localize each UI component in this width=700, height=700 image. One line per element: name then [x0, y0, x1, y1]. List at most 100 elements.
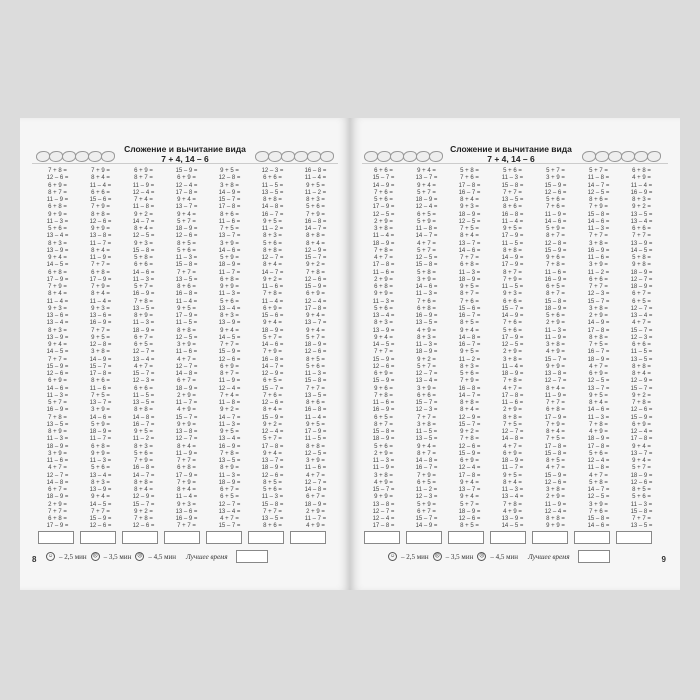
math-problem: 7 + 6 = [503, 320, 522, 327]
math-problem: 5 + 7 = [263, 436, 282, 443]
math-problem: 3 + 8 = [503, 356, 522, 363]
math-problem: 16 – 9 = [89, 320, 112, 327]
math-problem: 11 – 3 = [132, 320, 155, 327]
answer-boxes [38, 531, 326, 544]
math-problem: 6 + 6 = [91, 189, 110, 196]
math-problem: 18 – 9 = [218, 262, 241, 269]
math-problem: 8 + 7 = [546, 233, 565, 240]
math-problem: 14 – 9 = [89, 356, 112, 363]
math-problem: 16 – 9 = [544, 276, 567, 283]
time-entry-box[interactable] [38, 531, 74, 544]
math-problem: 8 + 6 = [220, 211, 239, 218]
time-entry-box[interactable] [80, 531, 116, 544]
math-problem: 2 + 9 = [374, 450, 393, 457]
math-problem: 4 + 7 = [306, 472, 325, 479]
math-problem: 12 – 5 = [304, 450, 327, 457]
page-title: Сложение и вычитание вида 7 + 4, 14 – 6 [124, 144, 246, 164]
math-problem: 14 – 8 = [304, 487, 327, 493]
time-entry-box[interactable] [122, 531, 158, 544]
math-problem: 11 – 6 = [587, 255, 610, 261]
math-problem: 11 – 4 = [46, 298, 69, 305]
math-problem: 8 + 5 = [460, 523, 479, 530]
problem-column: 7 + 9 = 8 + 4 = 11 – 4 = 6 + 6 = 15 – 6 = 7 +… [79, 168, 122, 531]
math-problem: 7 + 7 = [91, 508, 110, 515]
answer-boxes [364, 531, 652, 544]
math-problem: 17 – 8 = [372, 262, 395, 269]
math-problem: 11 – 9 = [544, 392, 567, 399]
math-problem: 12 – 4 = [544, 508, 567, 515]
math-problem: 14 – 6 = [587, 407, 610, 414]
math-problem: 16 – 9 = [46, 407, 69, 414]
math-problem: 7 + 7 = [177, 523, 196, 530]
math-problem: 11 – 9 = [544, 211, 567, 218]
math-problem: 15 – 8 = [261, 501, 284, 508]
best-time-box[interactable] [235, 550, 268, 563]
math-problem: 5 + 6 = [134, 450, 153, 457]
best-time-box[interactable] [577, 550, 610, 563]
math-problem: 13 – 5 = [630, 356, 653, 363]
math-problem: 15 – 7 = [415, 400, 438, 406]
math-problem: 8 + 3 = [632, 197, 651, 203]
math-problem: 11 – 2 = [261, 226, 284, 232]
time-entry-box[interactable] [164, 531, 200, 544]
time-entry-box[interactable] [448, 531, 484, 544]
math-problem: 4 + 7 = [503, 443, 522, 450]
math-problem: 2 + 9 = [546, 320, 565, 327]
neutral-face-icon: ☹ [90, 552, 100, 561]
math-problem: 4 + 9 = [589, 429, 608, 435]
time-entry-box[interactable] [406, 531, 442, 544]
math-problem: 12 – 9 = [132, 494, 155, 501]
math-problem: 12 – 6 = [544, 479, 567, 486]
time-entry-box[interactable] [616, 531, 652, 544]
math-problem: 7 + 8 = [134, 298, 153, 305]
math-problem: 5 + 6 = [48, 226, 67, 232]
math-problem: 12 – 4 = [458, 465, 481, 472]
math-problem: 11 – 5 = [415, 429, 438, 435]
math-problem: 14 – 5 = [89, 501, 112, 508]
math-problem: 12 – 7 = [218, 501, 241, 508]
math-problem: 6 + 5 = [546, 284, 565, 290]
math-problem: 7 + 9 = [177, 479, 196, 486]
math-problem: 9 + 4 = [417, 182, 436, 189]
math-problem: 16 – 8 = [132, 465, 155, 472]
math-problem: 8 + 4 = [306, 240, 325, 247]
time-entry-box[interactable] [364, 531, 400, 544]
math-problem: 9 + 2 = [220, 407, 239, 414]
math-problem: 18 – 9 = [630, 269, 653, 276]
math-problem: 13 – 8 = [175, 429, 198, 435]
time-entry-box[interactable] [490, 531, 526, 544]
math-problem: 5 + 6 = [460, 371, 479, 377]
math-problem: 9 + 9 = [546, 363, 565, 370]
math-problem: 7 + 9 = [263, 349, 282, 356]
math-problem: 7 + 5 = [546, 436, 565, 443]
math-problem: 15 – 9 = [372, 378, 395, 385]
math-problem: 6 + 8 = [48, 204, 67, 211]
math-problem: 5 + 7 = [417, 247, 436, 254]
math-problem: 12 – 6 = [372, 363, 395, 370]
math-problem: 9 + 9 = [546, 523, 565, 530]
time-entry-box[interactable] [248, 531, 284, 544]
math-problem: 11 – 3 = [372, 458, 395, 464]
math-problem: 13 – 5 = [132, 400, 155, 406]
math-problem: 15 – 7 = [501, 305, 524, 312]
math-problem: 3 + 9 = [546, 175, 565, 182]
math-problem: 12 – 4 = [132, 189, 155, 196]
math-problem: 6 + 5 = [374, 414, 393, 421]
time-entry-box[interactable] [574, 531, 610, 544]
math-problem: 15 – 9 = [458, 450, 481, 457]
math-problem: 17 – 9 = [304, 429, 327, 435]
math-problem: 9 + 9 = [91, 226, 110, 232]
math-problem: 7 + 7 = [48, 508, 67, 515]
math-problem: 7 + 7 = [263, 508, 282, 515]
math-problem: 18 – 9 = [415, 349, 438, 356]
time-entry-box[interactable] [290, 531, 326, 544]
math-problem: 11 – 5 = [175, 320, 198, 327]
math-problem: 14 – 5 = [46, 262, 69, 269]
math-problem: 6 + 6 = [263, 175, 282, 182]
time-entry-box[interactable] [532, 531, 568, 544]
math-problem: 6 + 7 = [306, 494, 325, 501]
time-entry-box[interactable] [206, 531, 242, 544]
math-problem: 17 – 9 = [372, 204, 395, 211]
math-problem: 5 + 9 = [220, 255, 239, 261]
math-problem: 7 + 7 = [48, 356, 67, 363]
